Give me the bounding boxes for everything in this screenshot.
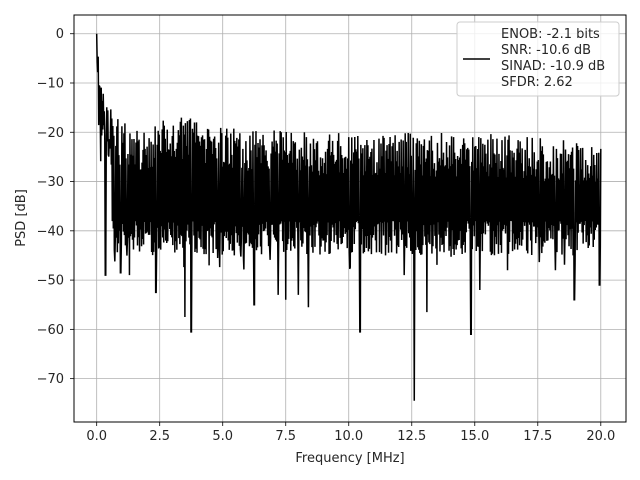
y-axis-ticks: 0 −10 −20 −30 −40 −50 −60 −70 bbox=[37, 27, 74, 387]
plot-frame bbox=[73, 14, 627, 423]
legend-entry-line-3: SINAD: -10.9 dB bbox=[501, 59, 605, 74]
x-tick-label: 0.0 bbox=[86, 429, 107, 444]
legend-entry-line-2: SNR: -10.6 dB bbox=[501, 43, 591, 58]
x-tick-label: 2.5 bbox=[149, 429, 170, 444]
x-tick-label: 12.5 bbox=[397, 429, 426, 444]
x-axis-title: Frequency [MHz] bbox=[295, 451, 404, 466]
x-tick-label: 15.0 bbox=[460, 429, 489, 444]
x-axis-ticks: 0.0 2.5 5.0 7.5 10.0 12.5 15.0 17.5 20.0 bbox=[86, 422, 615, 444]
y-tick-label: −10 bbox=[37, 76, 64, 91]
x-tick-label: 17.5 bbox=[523, 429, 552, 444]
psd-series-line bbox=[95, 33, 602, 401]
x-tick-label: 20.0 bbox=[586, 429, 615, 444]
y-tick-label: −50 bbox=[37, 274, 64, 289]
legend: ENOB: -2.1 bits SNR: -10.6 dB SINAD: -10… bbox=[456, 21, 620, 97]
y-tick-label: −70 bbox=[37, 372, 64, 387]
x-tick-label: 7.5 bbox=[275, 429, 296, 444]
y-tick-label: −20 bbox=[37, 126, 64, 141]
y-tick-label: −60 bbox=[37, 323, 64, 338]
y-tick-label: −40 bbox=[37, 224, 64, 239]
legend-entry-line-4: SFDR: 2.62 bbox=[501, 75, 573, 90]
legend-box bbox=[456, 21, 620, 97]
x-tick-label: 10.0 bbox=[334, 429, 363, 444]
y-tick-label: −30 bbox=[37, 175, 64, 190]
legend-entry-line-1: ENOB: -2.1 bits bbox=[501, 27, 600, 42]
y-axis-title: PSD [dB] bbox=[14, 189, 29, 247]
x-tick-label: 5.0 bbox=[212, 429, 233, 444]
y-tick-label: 0 bbox=[56, 27, 64, 42]
